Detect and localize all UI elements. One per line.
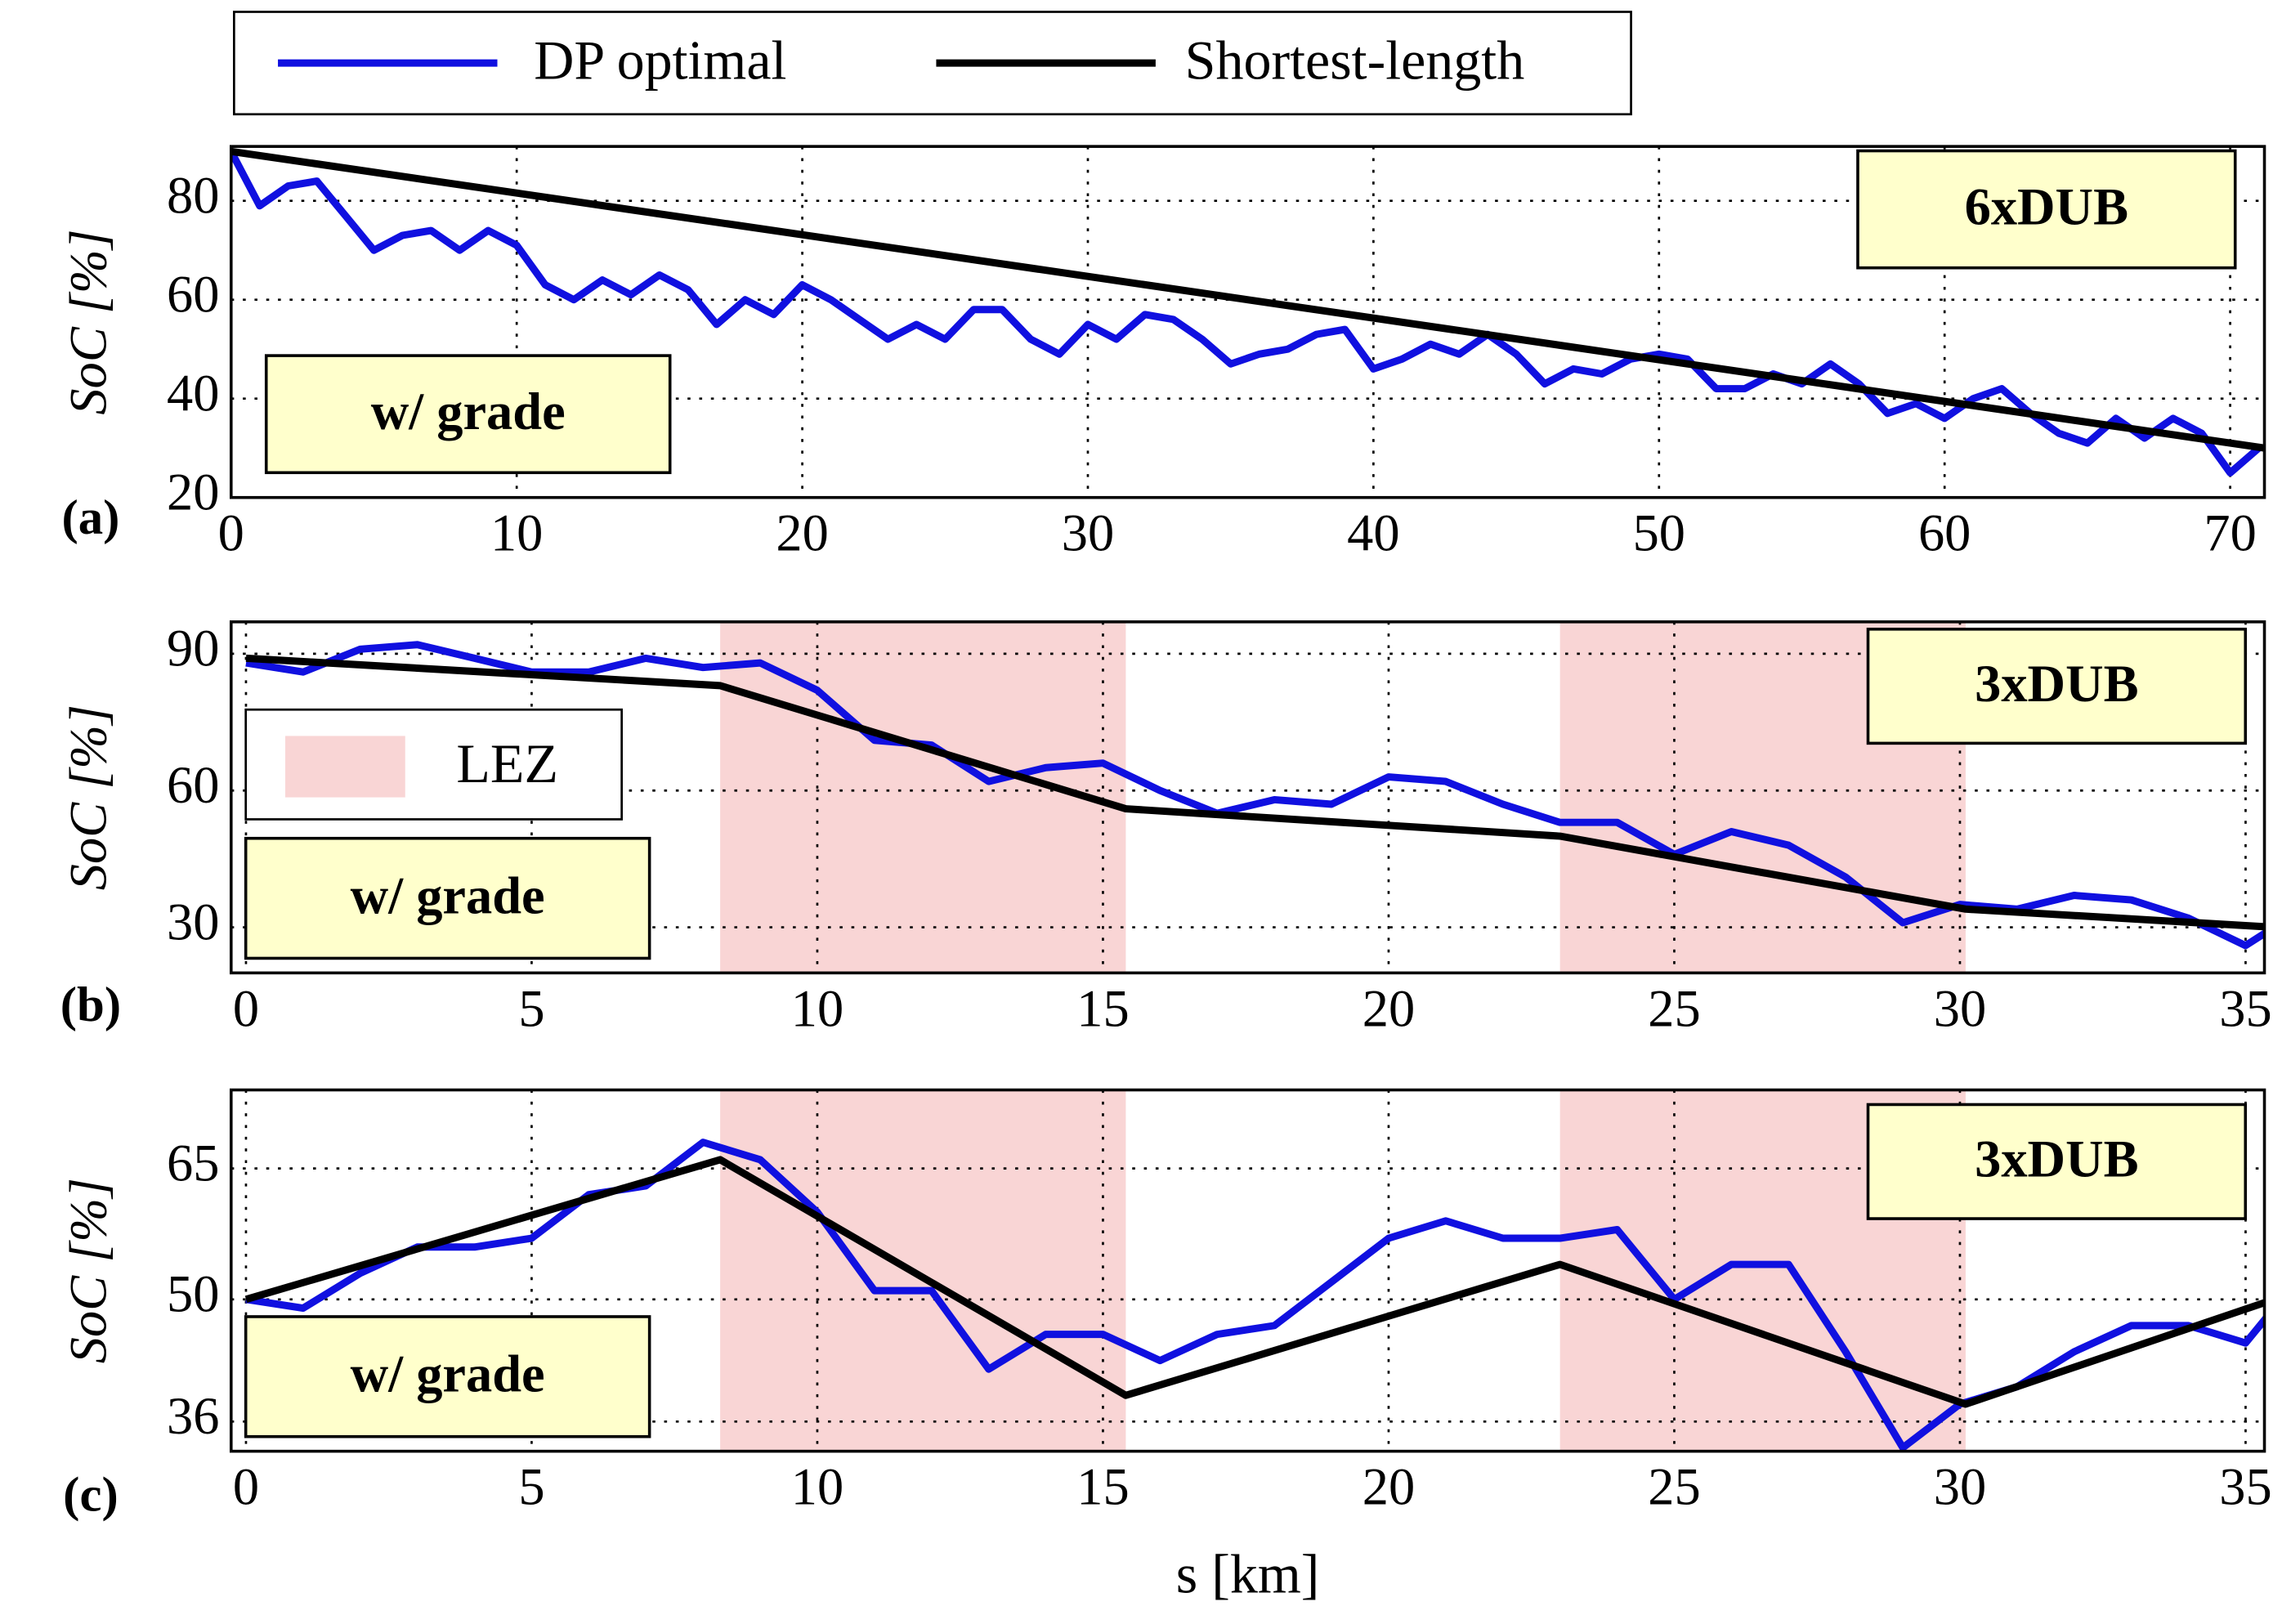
lez-region [720, 621, 1126, 973]
y-tick-label: 20 [167, 463, 219, 521]
y-tick-label: 60 [167, 756, 219, 814]
x-tick-label: 20 [1362, 1458, 1415, 1516]
plot-frame [229, 1088, 2266, 1453]
annotation-box [1866, 627, 2248, 745]
y-tick-label: 40 [167, 364, 219, 422]
plot-frame [229, 620, 2266, 975]
x-tick-label: 10 [791, 979, 843, 1037]
annotation: w/ grade [351, 1345, 545, 1403]
x-tick-label: 15 [1076, 1458, 1129, 1516]
y-tick-label: 36 [167, 1387, 219, 1445]
y-axis-label: SoC [%] [59, 1178, 117, 1363]
annotation: 6xDUB [1965, 177, 2128, 235]
annotation-box [244, 836, 651, 960]
plot-frame [229, 145, 2266, 499]
y-axis-label: SoC [%] [59, 229, 117, 414]
x-tick-label: 0 [233, 1458, 259, 1516]
x-tick-label: 30 [1062, 504, 1114, 562]
x-tick-label: 35 [2219, 1458, 2271, 1516]
x-tick-label: 70 [2204, 504, 2256, 562]
y-tick-label: 60 [167, 265, 219, 323]
series-line [230, 150, 2262, 476]
x-axis-label: s [km] [1176, 1543, 1320, 1605]
annotation: w/ grade [351, 866, 545, 924]
x-tick-label: 50 [1633, 504, 1685, 562]
panel-label: (a) [61, 490, 119, 545]
y-tick-label: 90 [167, 620, 219, 678]
series-line [245, 654, 2265, 931]
x-tick-label: 10 [490, 504, 543, 562]
y-tick-label: 50 [167, 1265, 219, 1323]
x-tick-label: 30 [1934, 979, 1986, 1037]
panel-label: (b) [60, 978, 121, 1032]
series-line [230, 147, 2265, 452]
x-tick-label: 25 [1648, 1458, 1700, 1516]
legend-label: DP optimal [534, 29, 786, 91]
x-tick-label: 60 [1918, 504, 1971, 562]
x-tick-label: 15 [1076, 979, 1129, 1037]
x-tick-label: 30 [1934, 1458, 1986, 1516]
lez-region [720, 1089, 1126, 1452]
legend-label: Shortest-length [1185, 29, 1525, 91]
annotation-box [264, 354, 672, 475]
annotation-box [1866, 1103, 2248, 1220]
annotation-box [244, 1315, 651, 1438]
x-tick-label: 5 [518, 1458, 544, 1516]
region-legend-swatch [285, 736, 405, 798]
x-tick-label: 5 [518, 979, 544, 1037]
annotation: w/ grade [371, 383, 566, 441]
x-tick-label: 35 [2219, 979, 2271, 1037]
y-tick-label: 65 [167, 1134, 219, 1192]
panel-label: (c) [63, 1468, 119, 1523]
x-tick-label: 20 [776, 504, 828, 562]
annotation: 3xDUB [1975, 1130, 2138, 1188]
y-tick-label: 30 [167, 893, 219, 951]
y-tick-label: 80 [167, 166, 219, 224]
annotation: 3xDUB [1975, 655, 2138, 713]
x-tick-label: 10 [791, 1458, 843, 1516]
y-axis-label: SoC [%] [59, 705, 117, 890]
x-tick-label: 40 [1347, 504, 1399, 562]
x-tick-label: 0 [233, 979, 259, 1037]
x-tick-label: 0 [218, 504, 244, 562]
x-tick-label: 20 [1362, 979, 1415, 1037]
series-line [244, 1156, 2265, 1408]
region-legend-label: LEZ [456, 732, 558, 794]
x-tick-label: 25 [1648, 979, 1700, 1037]
annotation-box [1856, 149, 2237, 270]
